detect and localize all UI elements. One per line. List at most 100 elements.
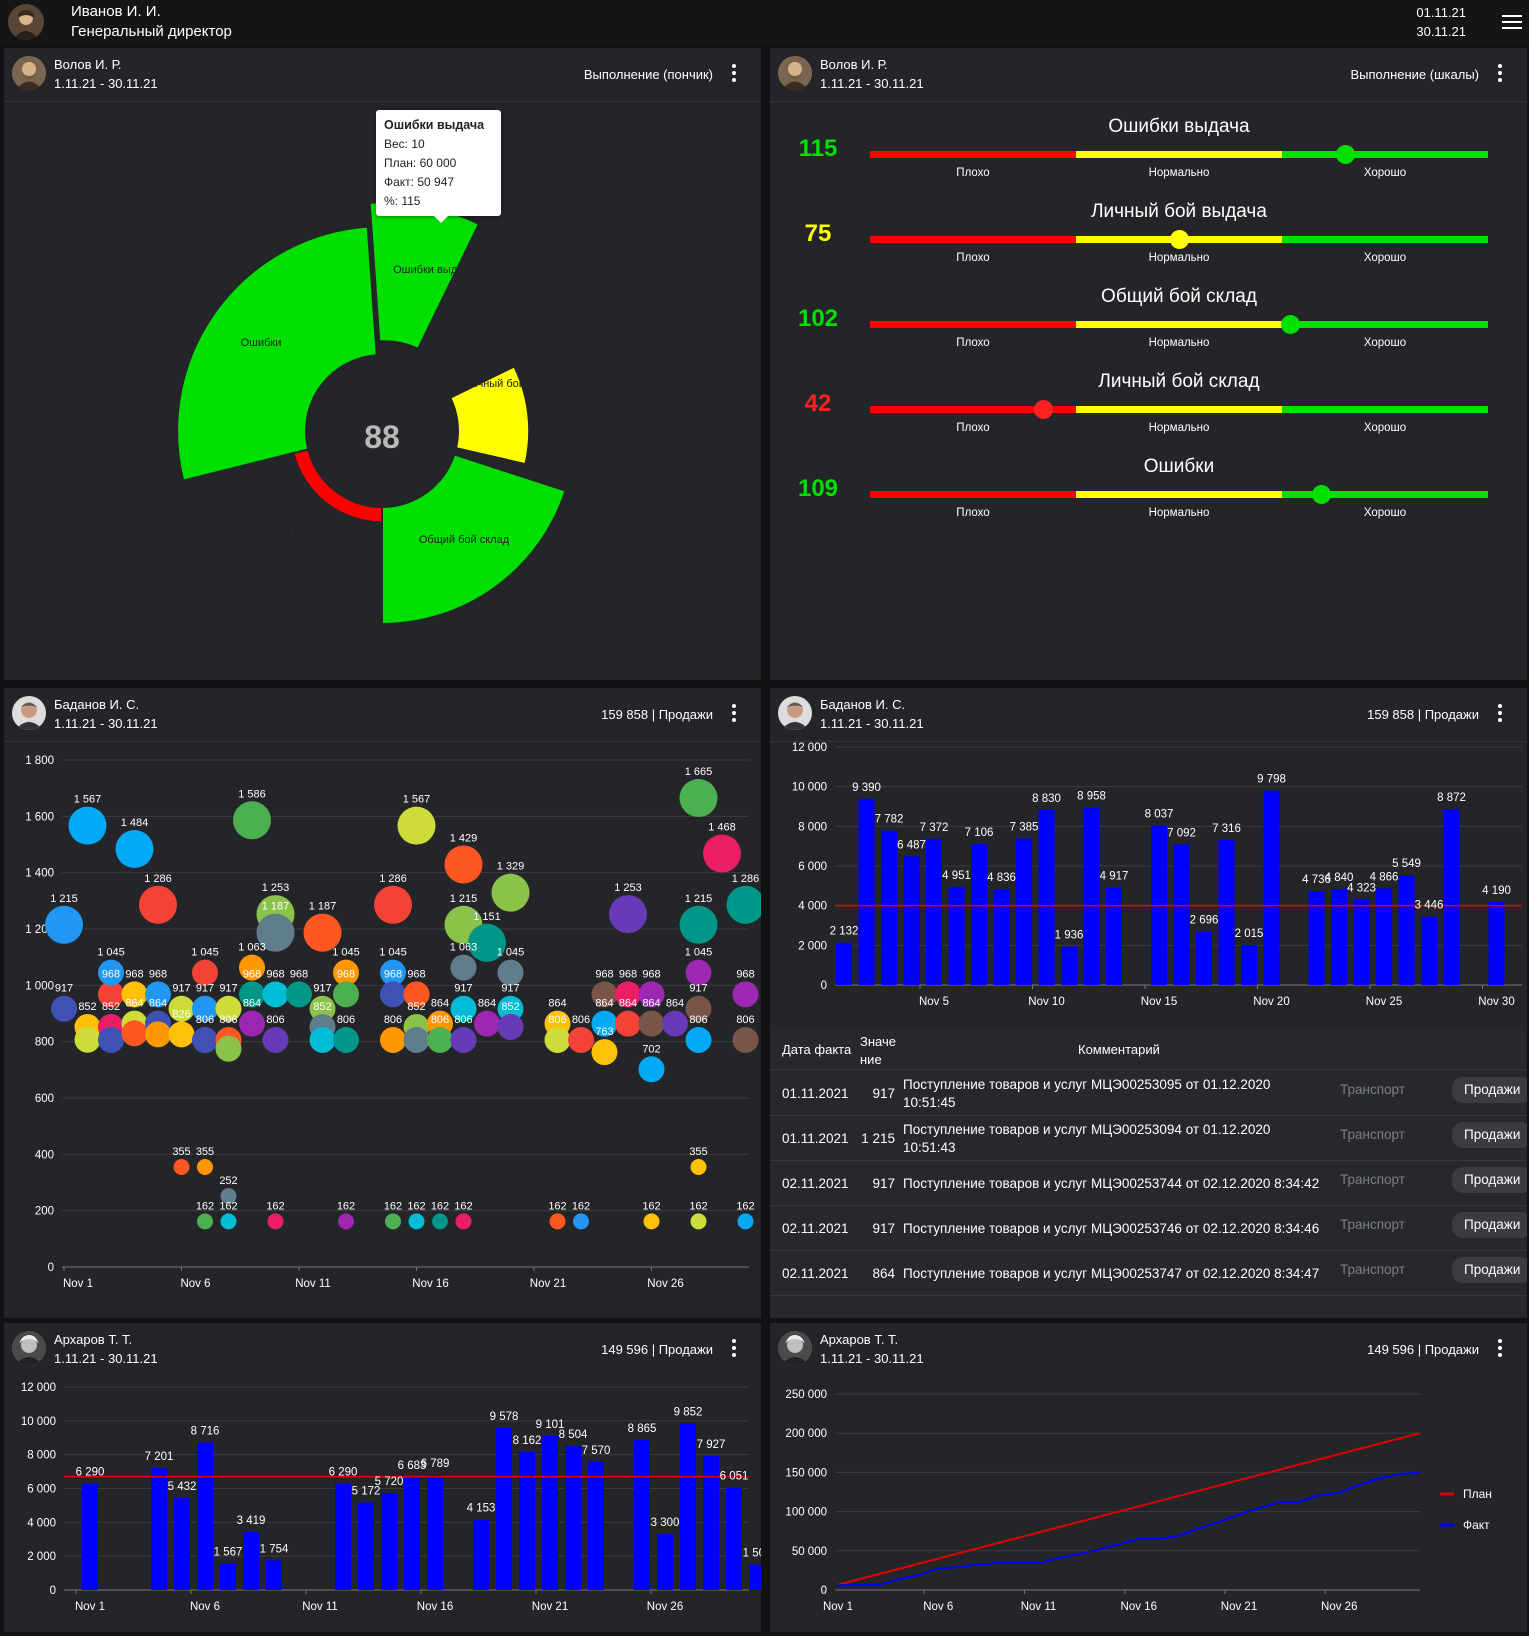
scatter-point[interactable] bbox=[145, 1021, 171, 1048]
scatter-point[interactable] bbox=[615, 1010, 641, 1037]
scatter-point[interactable] bbox=[432, 1213, 448, 1230]
category-pill[interactable]: Продажи bbox=[1452, 1077, 1527, 1103]
scatter-point[interactable] bbox=[215, 995, 242, 1022]
category-pill[interactable]: Продажи bbox=[1452, 1257, 1527, 1283]
bar[interactable] bbox=[634, 1440, 650, 1590]
col-value[interactable]: Значе ние bbox=[860, 1034, 896, 1067]
bar[interactable] bbox=[1241, 945, 1257, 985]
scatter-point[interactable] bbox=[309, 995, 336, 1022]
scatter-point[interactable] bbox=[115, 830, 154, 869]
bar[interactable] bbox=[565, 1446, 581, 1590]
scatter-point[interactable] bbox=[497, 1014, 524, 1041]
scatter-point[interactable] bbox=[450, 1026, 477, 1053]
bar[interactable] bbox=[1353, 899, 1370, 985]
scatter-point[interactable] bbox=[491, 873, 530, 912]
scatter-point[interactable] bbox=[262, 981, 289, 1008]
bar[interactable] bbox=[1106, 887, 1122, 985]
scatter-point[interactable] bbox=[638, 1056, 665, 1083]
scatter-point[interactable] bbox=[338, 1213, 354, 1230]
bar[interactable] bbox=[1038, 809, 1055, 985]
scatter-point[interactable] bbox=[286, 981, 312, 1008]
table-row[interactable]: 02.11.2021 864 Поступление товаров и услуг… bbox=[770, 1251, 1527, 1296]
scatter-point[interactable] bbox=[333, 959, 359, 986]
bar[interactable] bbox=[1488, 901, 1505, 985]
scatter-point[interactable] bbox=[239, 954, 265, 981]
table-row[interactable]: 02.11.2021 917 Поступление товаров и услуг… bbox=[770, 1161, 1527, 1206]
scatter-point[interactable] bbox=[98, 981, 124, 1008]
bar[interactable] bbox=[335, 1483, 351, 1590]
scatter-point[interactable] bbox=[638, 1010, 665, 1037]
scatter-point[interactable] bbox=[690, 1159, 707, 1176]
scatter-point[interactable] bbox=[591, 981, 618, 1008]
scatter-point[interactable] bbox=[256, 913, 295, 952]
gauge-marker[interactable] bbox=[1033, 400, 1053, 419]
bar[interactable] bbox=[496, 1427, 512, 1590]
donut-segment[interactable] bbox=[292, 448, 383, 524]
scatter-point[interactable] bbox=[615, 981, 641, 1008]
category-pill[interactable]: Продажи bbox=[1452, 1122, 1527, 1148]
scatter-point[interactable] bbox=[168, 995, 195, 1022]
bar[interactable] bbox=[926, 838, 942, 985]
scatter-point[interactable] bbox=[45, 905, 83, 944]
bar[interactable] bbox=[381, 1493, 397, 1590]
bar[interactable] bbox=[1016, 838, 1032, 985]
scatter-point[interactable] bbox=[98, 959, 124, 986]
scatter-point[interactable] bbox=[239, 1010, 265, 1037]
bar[interactable] bbox=[542, 1436, 558, 1590]
bar[interactable] bbox=[749, 1564, 761, 1590]
scatter-point[interactable] bbox=[98, 1026, 124, 1053]
scatter-point[interactable] bbox=[121, 1020, 148, 1047]
bar[interactable] bbox=[1196, 931, 1212, 985]
scatter-point[interactable] bbox=[333, 981, 359, 1008]
scatter-point[interactable] bbox=[403, 1026, 430, 1053]
bar[interactable] bbox=[1376, 888, 1392, 985]
more-icon[interactable] bbox=[729, 1339, 739, 1359]
bar[interactable] bbox=[220, 1563, 236, 1590]
date-range[interactable]: 01.11.21 30.11.21 bbox=[1400, 3, 1466, 41]
scatter-point[interactable] bbox=[380, 959, 406, 986]
scatter-point[interactable] bbox=[197, 1159, 213, 1176]
scatter-point[interactable] bbox=[374, 885, 412, 924]
scatter-point[interactable] bbox=[474, 1010, 500, 1037]
bar[interactable] bbox=[197, 1442, 213, 1590]
more-icon[interactable] bbox=[1495, 64, 1505, 84]
bar[interactable] bbox=[404, 1476, 420, 1590]
scatter-point[interactable] bbox=[643, 1213, 660, 1230]
line-series[interactable] bbox=[837, 1432, 1420, 1586]
scatter-point[interactable] bbox=[679, 905, 718, 944]
col-comment[interactable]: Комментарий bbox=[1078, 1042, 1160, 1057]
bar[interactable] bbox=[1443, 809, 1460, 985]
col-date[interactable]: Дата факта bbox=[782, 1042, 852, 1057]
scatter-point[interactable] bbox=[267, 1213, 284, 1230]
scatter-point[interactable] bbox=[220, 1188, 237, 1205]
scatter-point[interactable] bbox=[726, 885, 762, 924]
bar[interactable] bbox=[971, 844, 987, 985]
scatter-point[interactable] bbox=[609, 895, 647, 934]
bar[interactable] bbox=[1331, 889, 1347, 985]
scatter-point[interactable] bbox=[568, 1026, 594, 1053]
scatter-point[interactable] bbox=[444, 845, 483, 884]
bar[interactable] bbox=[427, 1475, 443, 1590]
scatter-point[interactable] bbox=[690, 1213, 707, 1230]
bar[interactable] bbox=[703, 1455, 719, 1590]
menu-icon[interactable] bbox=[1502, 15, 1522, 29]
bar[interactable] bbox=[948, 886, 965, 985]
scatter-point[interactable] bbox=[309, 1026, 336, 1053]
bar[interactable] bbox=[82, 1483, 98, 1590]
more-icon[interactable] bbox=[1495, 1339, 1505, 1359]
table-row[interactable]: 01.11.2021 1 215 Поступление товаров и усл… bbox=[770, 1116, 1527, 1161]
scatter-point[interactable] bbox=[397, 806, 436, 845]
scatter-point[interactable] bbox=[591, 1039, 618, 1066]
scatter-point[interactable] bbox=[662, 1010, 688, 1037]
table-row[interactable]: 02.11.2021 917 Поступление товаров и услуг… bbox=[770, 1206, 1527, 1251]
scatter-point[interactable] bbox=[591, 1010, 618, 1037]
bar[interactable] bbox=[993, 889, 1010, 985]
bar[interactable] bbox=[266, 1560, 282, 1590]
scatter-point[interactable] bbox=[220, 1213, 237, 1230]
scatter-point[interactable] bbox=[497, 995, 524, 1022]
scatter-point[interactable] bbox=[380, 981, 406, 1008]
scatter-point[interactable] bbox=[173, 1159, 190, 1176]
bar[interactable] bbox=[680, 1423, 696, 1590]
line-series[interactable] bbox=[838, 1471, 1420, 1587]
scatter-point[interactable] bbox=[215, 1035, 242, 1062]
